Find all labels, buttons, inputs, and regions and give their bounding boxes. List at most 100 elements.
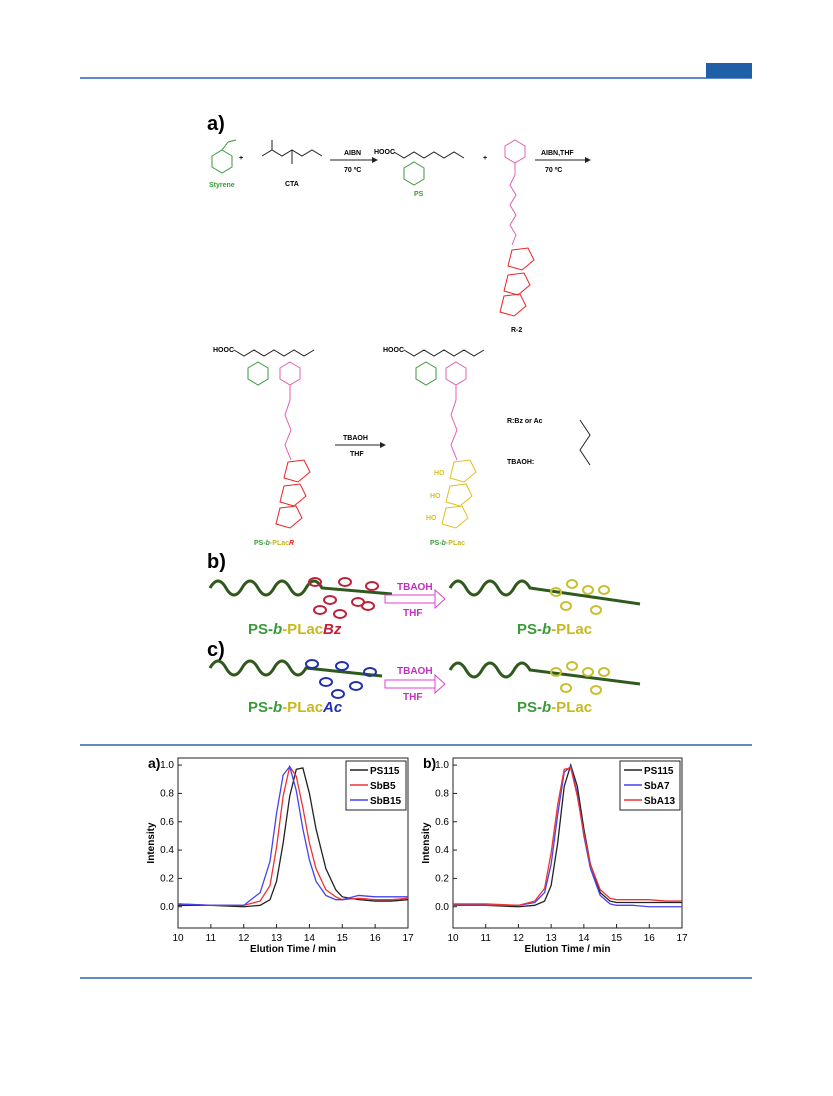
series-line: [177, 765, 408, 906]
group: HO: [434, 470, 445, 477]
x-axis-label: Elution Time / min: [250, 944, 336, 955]
label: Styrene: [209, 182, 235, 189]
y-tick-label: 1.0: [160, 760, 174, 771]
header-tab: [706, 63, 752, 78]
label-part: PS-: [248, 621, 273, 638]
y-tick-label: 0.4: [160, 845, 174, 856]
label: CTA: [285, 181, 299, 188]
arrow: [384, 594, 436, 604]
legend-label: PS115: [644, 766, 674, 777]
note: TBAOH:: [507, 459, 534, 466]
label-part: PS-: [254, 540, 266, 547]
ring: [247, 361, 269, 386]
ps-chain: [448, 579, 641, 606]
label: PS-b-PLacAc: [248, 699, 343, 716]
label: PS: [414, 191, 424, 198]
ring: [504, 139, 526, 164]
label-part: -PLac: [551, 621, 592, 638]
x-axis-label: Elution Time / min: [525, 944, 611, 955]
label: R-2: [511, 327, 522, 334]
note: R:Bz or Ac: [507, 418, 543, 425]
condition: THF: [403, 692, 422, 703]
group: HOOC: [213, 347, 234, 354]
scheme-bc: b) TBAOH THF PS-b-PLacBz PS-b-PLac c) TB…: [207, 551, 641, 716]
ring: [445, 361, 467, 386]
y-axis-label: Intensity: [421, 822, 432, 864]
arrowhead: [434, 673, 446, 695]
arrowhead: [434, 588, 446, 610]
reagent: TBAOH: [397, 582, 433, 593]
x-tick-label: 13: [271, 933, 283, 944]
label-part: -PLac: [282, 699, 323, 716]
group: HOOC: [374, 149, 395, 156]
bond: [403, 349, 485, 357]
condition: THF: [403, 608, 422, 619]
series-line: [453, 762, 682, 908]
y-axis-label: Intensity: [146, 822, 157, 864]
linker: [509, 163, 517, 246]
label-part: b: [273, 621, 282, 638]
x-tick-label: 12: [513, 933, 525, 944]
y-tick-label: 0.2: [435, 873, 449, 884]
x-tick-label: 17: [402, 933, 414, 944]
panel-label: b): [207, 551, 226, 573]
label-part: -PLac: [551, 699, 592, 716]
y-tick-label: 0.8: [435, 788, 449, 799]
sugar-ring: [503, 272, 531, 296]
panel-label: c): [207, 639, 225, 661]
group: HO: [426, 515, 437, 522]
x-tick-label: 16: [370, 933, 382, 944]
ring: [279, 361, 301, 386]
ps-chain: [208, 659, 383, 678]
legend-box: [345, 760, 407, 811]
arrowhead: [380, 442, 386, 448]
x-tick-label: 15: [337, 933, 349, 944]
label-part: Bz: [323, 621, 342, 638]
condition: THF: [350, 451, 364, 458]
bond: [221, 141, 229, 151]
series-line: [177, 764, 409, 906]
lac-loops: [550, 579, 610, 615]
x-tick-label: 15: [611, 933, 623, 944]
panel-label: b): [423, 755, 436, 771]
sugar-ring: [449, 459, 477, 483]
plus: +: [239, 155, 243, 162]
legend-box: [619, 760, 681, 811]
label: PS-b-PLac: [517, 621, 592, 638]
panel-label: a): [148, 755, 160, 771]
arrow: [384, 679, 436, 689]
condition: 70 ºC: [545, 167, 562, 174]
label-part: PS-: [517, 699, 542, 716]
label-part: PS-: [517, 621, 542, 638]
label: PS-b-PLacR: [254, 540, 294, 547]
label-part: R: [289, 540, 294, 547]
y-tick-label: 0.6: [435, 817, 449, 828]
ring: [403, 161, 425, 186]
y-tick-label: 0.0: [160, 902, 174, 913]
sugar-ring: [507, 247, 535, 271]
plot-frame: [177, 757, 409, 929]
group: HO: [430, 493, 441, 500]
label-part: Ac: [322, 699, 343, 716]
legend-label: SbA7: [644, 781, 670, 792]
y-tick-label: 0.4: [435, 845, 449, 856]
sugar-ring: [275, 505, 303, 529]
bond: [233, 349, 315, 357]
label-part: -PLac: [270, 540, 289, 547]
x-tick-label: 12: [238, 933, 250, 944]
sugar-ring: [445, 483, 473, 507]
legend-label: PS115: [370, 766, 400, 777]
label-part: PS-: [430, 540, 442, 547]
x-tick-label: 11: [206, 933, 217, 944]
y-tick-label: 0.0: [435, 902, 449, 913]
legend-label: SbB5: [370, 781, 396, 792]
reagent: AIBN: [344, 150, 361, 157]
group: HOOC: [383, 347, 404, 354]
linker: [284, 385, 292, 461]
sugar-ring: [441, 505, 469, 529]
x-tick-label: 13: [546, 933, 558, 944]
plus: +: [483, 155, 487, 162]
x-tick-label: 10: [172, 933, 184, 944]
x-tick-label: 11: [481, 933, 492, 944]
bond: [227, 139, 237, 143]
